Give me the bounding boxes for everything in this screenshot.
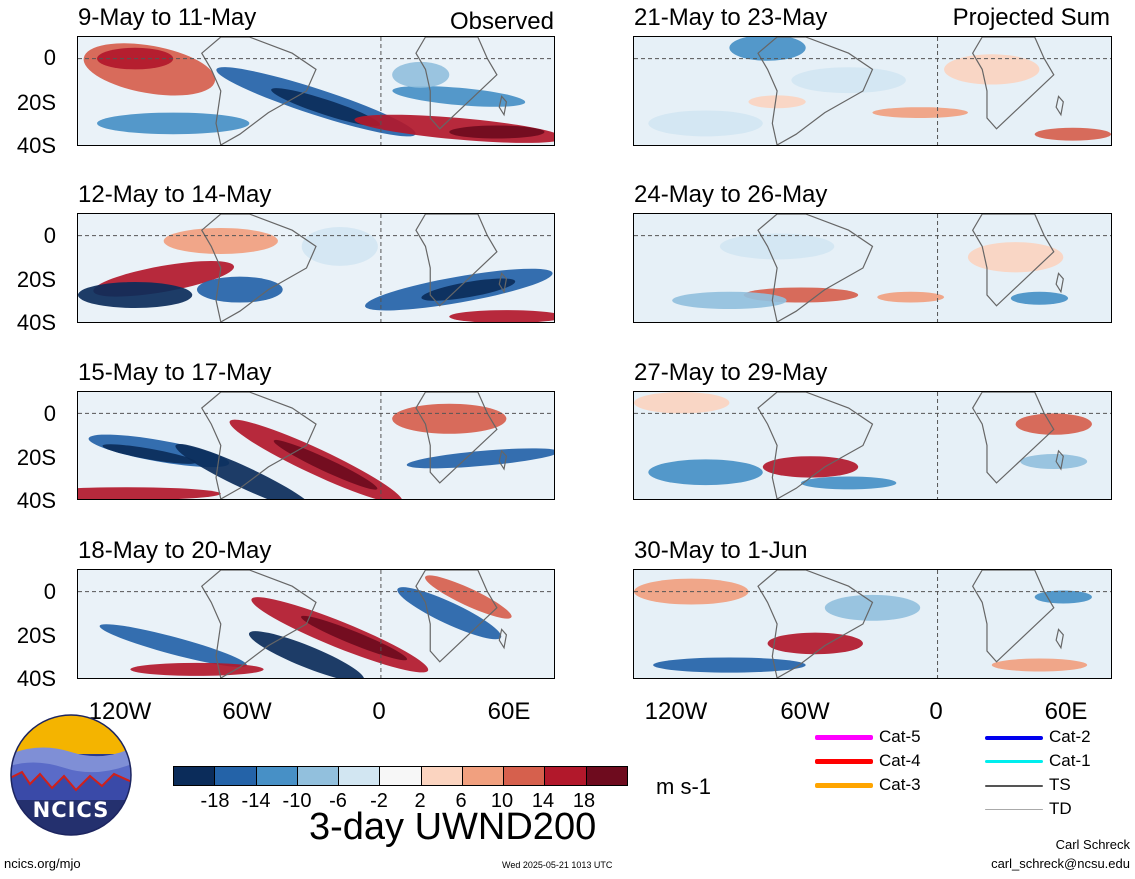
lat-label-20s-p1: 20S — [16, 90, 56, 115]
colorbar-swatch — [461, 766, 505, 786]
legend-ts-line — [985, 784, 1043, 787]
legend-cat5: Cat-5 — [815, 728, 921, 745]
map-panel-left-1 — [77, 36, 555, 146]
lat-label-20s-p4: 20S — [16, 623, 56, 648]
legend-cat2: Cat-2 — [985, 728, 1091, 745]
legend-cat4-label: Cat-4 — [879, 751, 921, 770]
map-panel-right-3-field — [634, 392, 1111, 499]
legend-td-label: TD — [1049, 799, 1072, 818]
colorbar-swatch — [544, 766, 587, 786]
legend-cat3: Cat-3 — [815, 776, 921, 793]
lon-label-60e-right: 60E — [1044, 698, 1088, 725]
map-panel-left-2 — [77, 213, 555, 323]
colorbar-label-8: 10 — [490, 790, 514, 812]
map-panel-left-2-field — [78, 214, 554, 322]
colorbar-swatch — [585, 766, 628, 786]
map-panel-left-4 — [77, 569, 555, 679]
colorbar-label-1: -18 — [200, 790, 230, 812]
map-panel-left-1-field — [78, 37, 554, 145]
legend-cat5-line — [815, 735, 873, 741]
panel-title-right-3: 27-May to 29-May — [634, 359, 828, 386]
footer-author: Carl Schreck — [1055, 837, 1130, 852]
projected-header: Projected Sum — [952, 4, 1110, 31]
map-panel-right-4-field — [634, 570, 1111, 678]
colorbar-label-10: 18 — [572, 790, 596, 812]
lon-label-120w-right: 120W — [644, 698, 708, 725]
colorbar — [173, 766, 628, 786]
legend-td-line — [985, 809, 1043, 811]
map-panel-right-2-field — [634, 214, 1111, 322]
colorbar-swatch — [255, 766, 298, 786]
legend-cat3-label: Cat-3 — [879, 775, 921, 794]
colorbar-label-3: -10 — [282, 790, 312, 812]
legend-ts: TS — [985, 776, 1071, 793]
lat-label-0-p1: 0 — [43, 45, 56, 70]
legend-cat5-label: Cat-5 — [879, 727, 921, 746]
panel-title-right-2: 24-May to 26-May — [634, 181, 828, 208]
colorbar-swatch — [379, 766, 422, 786]
legend-cat3-line — [815, 783, 873, 789]
map-panel-right-3 — [633, 391, 1112, 500]
colorbar-swatch — [338, 766, 381, 786]
lat-label-0-p2: 0 — [43, 223, 56, 248]
legend-cat4-line — [815, 759, 873, 765]
legend-ts-label: TS — [1049, 775, 1071, 794]
panel-title-left-1: 9-May to 11-May — [78, 4, 257, 31]
lat-label-20s-p2: 20S — [16, 267, 56, 292]
legend-td: TD — [985, 800, 1072, 817]
colorbar-label-4: -6 — [329, 790, 347, 812]
panel-title-left-3: 15-May to 17-May — [78, 359, 272, 386]
panel-title-right-4: 30-May to 1-Jun — [634, 537, 808, 564]
legend-cat2-label: Cat-2 — [1049, 727, 1091, 746]
map-panel-right-4 — [633, 569, 1112, 679]
colorbar-label-9: 14 — [531, 790, 555, 812]
colorbar-swatch — [296, 766, 340, 786]
lon-label-0-right: 0 — [929, 698, 943, 725]
lon-label-0-left: 0 — [372, 698, 386, 725]
legend-cat1: Cat-1 — [985, 752, 1091, 769]
colorbar-label-7: 6 — [455, 790, 467, 812]
lat-label-40s-p1: 40S — [16, 133, 56, 158]
lat-label-40s-p2: 40S — [16, 310, 56, 335]
colorbar-swatch — [420, 766, 463, 786]
lat-label-0-p3: 0 — [43, 401, 56, 426]
colorbar-label-2: -14 — [241, 790, 271, 812]
lat-label-40s-p4: 40S — [16, 666, 56, 691]
panel-title-left-4: 18-May to 20-May — [78, 537, 272, 564]
ncics-logo-graphic: NCICS — [10, 714, 132, 836]
map-panel-right-1-field — [634, 37, 1111, 145]
legend-cat2-line — [985, 735, 1043, 740]
colorbar-swatch — [503, 766, 546, 786]
lon-label-60w-left: 60W — [222, 698, 272, 725]
lat-label-20s-p3: 20S — [16, 445, 56, 470]
map-panel-left-4-field — [78, 570, 554, 678]
colorbar-label-6: 2 — [414, 790, 426, 812]
colorbar-swatch — [214, 766, 257, 786]
lon-label-60e-left: 60E — [487, 698, 531, 725]
lon-label-60w-right: 60W — [780, 698, 830, 725]
map-panel-left-3-field — [78, 392, 554, 499]
map-panel-right-2 — [633, 213, 1112, 323]
lat-label-40s-p3: 40S — [16, 488, 56, 513]
footer-timestamp: Wed 2025-05-21 1013 UTC — [502, 860, 613, 870]
footer-email: carl_schreck@ncsu.edu — [991, 856, 1130, 871]
observed-header: Observed — [449, 8, 554, 35]
units-label: m s-1 — [656, 774, 711, 799]
ncics-logo-text: NCICS — [33, 798, 110, 822]
legend-cat1-label: Cat-1 — [1049, 751, 1091, 770]
figure-title: 3-day UWND200 — [309, 806, 597, 848]
map-panel-left-3 — [77, 391, 555, 500]
lat-label-0-p4: 0 — [43, 579, 56, 604]
ncics-logo: NCICS — [10, 714, 132, 836]
panel-title-right-1: 21-May to 23-May — [634, 4, 828, 31]
map-panel-right-1 — [633, 36, 1112, 146]
panel-title-left-2: 12-May to 14-May — [78, 181, 272, 208]
colorbar-swatch — [173, 766, 216, 786]
footer-url: ncics.org/mjo — [4, 856, 81, 871]
legend-cat4: Cat-4 — [815, 752, 921, 769]
colorbar-label-5: -2 — [370, 790, 388, 812]
lon-label-120w-left: 120W — [88, 698, 152, 725]
legend-cat1-line — [985, 760, 1043, 764]
